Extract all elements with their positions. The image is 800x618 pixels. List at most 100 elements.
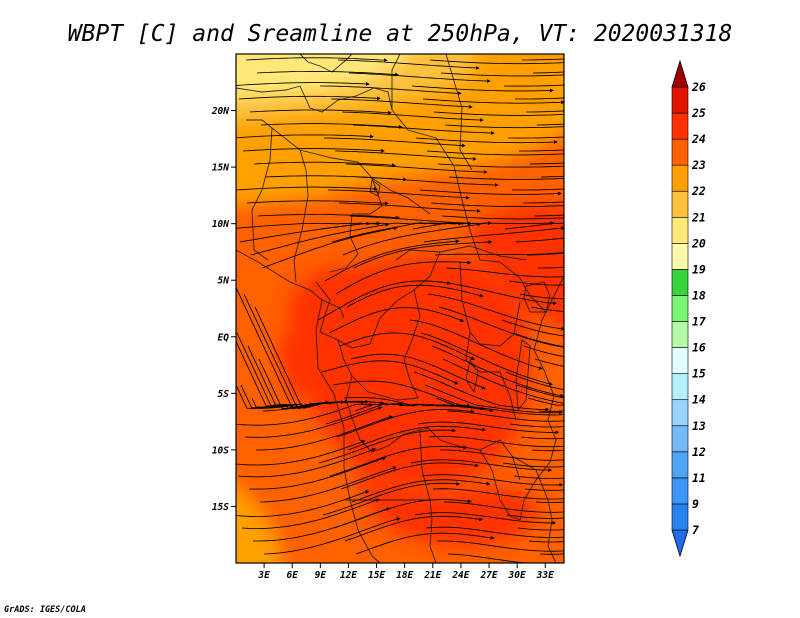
streamline	[434, 252, 564, 256]
colorbar-label: 17	[692, 315, 706, 329]
field-warm-congo	[289, 255, 530, 488]
streamline	[240, 384, 365, 410]
streamline	[325, 403, 464, 425]
streamline	[530, 306, 564, 312]
streamline	[422, 98, 564, 105]
streamline	[536, 123, 564, 126]
streamline	[528, 540, 564, 543]
streamline	[526, 110, 564, 113]
streamline	[256, 415, 393, 451]
colorbar-bin	[671, 164, 689, 192]
colorbar-bin	[671, 425, 689, 453]
streamline	[354, 402, 494, 413]
streamline	[502, 462, 564, 468]
streamline	[508, 136, 564, 139]
x-tick-label: 6E	[287, 570, 299, 581]
streamline	[352, 124, 495, 135]
colorbar-bin	[671, 347, 689, 374]
colorbar-label: 21	[691, 210, 706, 224]
x-tick-label: 9E	[315, 570, 327, 581]
streamline	[336, 409, 475, 438]
streamline	[539, 553, 564, 555]
streamline	[350, 353, 486, 390]
streamline	[250, 222, 390, 256]
colorbar-bin	[671, 477, 689, 505]
field-warm-west	[280, 336, 317, 400]
streamline	[503, 84, 564, 87]
streamline	[338, 202, 481, 213]
streamline	[426, 150, 564, 156]
colorbar-bin	[671, 503, 689, 531]
streamline	[263, 517, 401, 555]
streamline	[440, 449, 564, 461]
streamline	[351, 479, 491, 503]
streamline	[323, 137, 466, 148]
streamline	[345, 163, 488, 174]
streamline	[328, 307, 465, 334]
streamline	[428, 435, 564, 448]
y-tick-label: 20N	[211, 106, 229, 117]
streamline	[248, 456, 387, 490]
credit-label: GrADS: IGES/COLA	[4, 605, 86, 615]
streamline	[529, 162, 564, 165]
x-tick-label: 24E	[451, 570, 469, 581]
streamline	[337, 59, 480, 70]
streamline	[236, 82, 370, 86]
colorbar-label: 11	[692, 471, 706, 485]
streamline	[411, 85, 554, 93]
x-tick-label: 27E	[479, 570, 497, 581]
streamline	[427, 293, 564, 331]
streamline	[515, 97, 564, 100]
map-area	[236, 54, 564, 563]
streamline	[421, 474, 564, 487]
colorbar-extend-low	[671, 529, 689, 558]
streamline	[409, 319, 543, 370]
streamline	[447, 553, 532, 563]
streamline	[433, 111, 564, 116]
streamline	[236, 134, 374, 139]
y-tick-label: 5N	[218, 276, 230, 287]
y-tick-label: EQ	[218, 332, 230, 343]
streamline	[260, 123, 403, 129]
streamline	[424, 384, 563, 415]
streamlines	[236, 57, 564, 563]
x-tick-label: 30E	[508, 570, 526, 581]
streamline	[517, 527, 564, 531]
streamline	[238, 95, 381, 101]
streamline	[356, 176, 499, 187]
colorbar-bin	[671, 399, 689, 427]
colorbar-bin	[671, 243, 689, 270]
streamline	[236, 440, 366, 466]
streamline	[330, 98, 473, 109]
streamline	[249, 109, 392, 115]
streamline	[520, 436, 564, 440]
streamline	[509, 423, 564, 428]
colorbar-label: 14	[692, 393, 706, 407]
streamline	[245, 57, 388, 63]
streamline	[412, 221, 555, 230]
streamline	[519, 293, 564, 300]
colorbar-label: 7	[692, 523, 699, 537]
x-tick-label: 3E	[257, 570, 270, 581]
x-tick-label: 12E	[340, 570, 357, 581]
streamline	[436, 540, 564, 552]
streamline	[317, 280, 452, 321]
streamline	[321, 360, 459, 385]
streamline	[441, 215, 564, 220]
streamline	[440, 72, 564, 77]
colorbar-bin	[671, 269, 689, 296]
streamline	[236, 221, 371, 229]
streamline	[236, 402, 374, 426]
streamline	[324, 239, 460, 282]
streamline	[538, 410, 564, 412]
colorbar-label: 26	[691, 80, 706, 94]
streamline	[432, 488, 564, 500]
streamline	[341, 111, 484, 122]
chart-title: WBPT [C] and Sreamline at 250hPa, VT: 20…	[68, 21, 733, 47]
x-tick-label: 21E	[423, 570, 441, 581]
streamline	[236, 286, 294, 410]
y-axis: 20N 15N 10N 5N EQ 5S 10S 15S	[211, 106, 236, 513]
streamline	[526, 252, 564, 256]
streamline	[413, 371, 550, 412]
streamline	[322, 481, 461, 516]
